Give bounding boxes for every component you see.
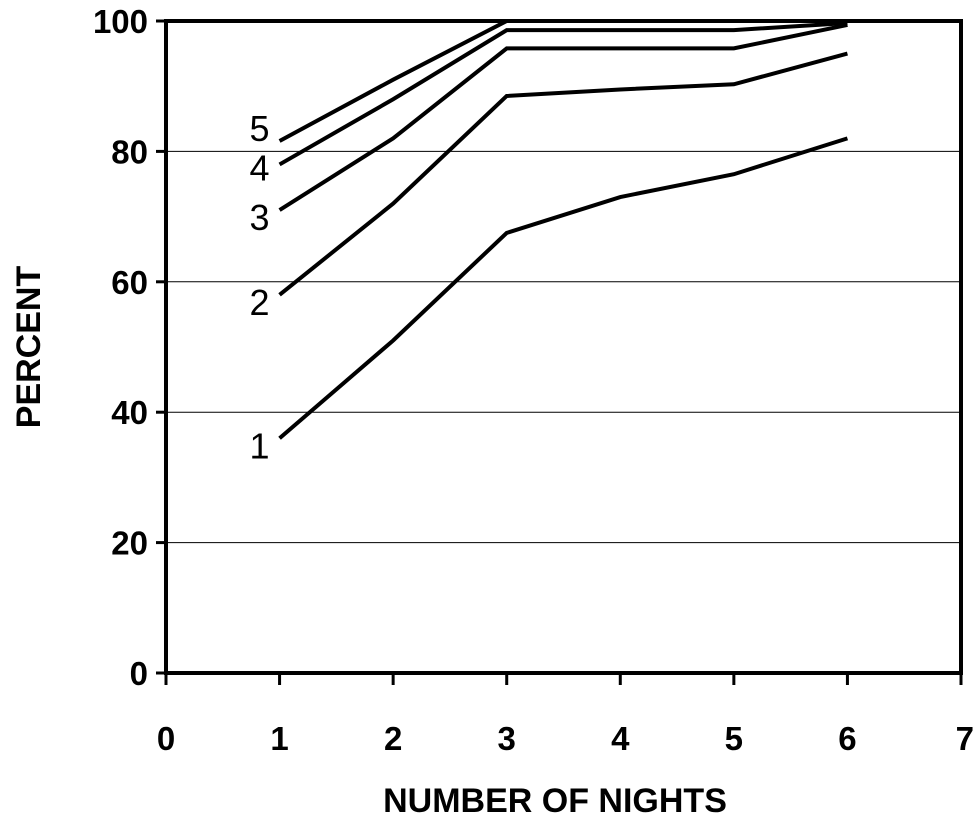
x-tick-label: 4 xyxy=(611,720,630,757)
y-tick-label: 100 xyxy=(93,3,148,40)
x-tick-label: 6 xyxy=(838,720,856,757)
x-tick-label: 2 xyxy=(384,720,402,757)
y-tick-labels: 0 20 40 60 80 100 xyxy=(93,3,148,692)
y-tick-label: 60 xyxy=(111,264,148,301)
series-line-2 xyxy=(278,51,848,297)
series-line-3 xyxy=(278,22,848,212)
series-label-4: 4 xyxy=(250,147,270,188)
series-lines xyxy=(278,19,849,440)
plot-frame xyxy=(164,19,963,675)
x-tick-label: 0 xyxy=(157,720,175,757)
y-tick-label: 20 xyxy=(111,525,148,562)
series-label-5: 5 xyxy=(250,108,270,149)
x-tick-label: 5 xyxy=(725,720,743,757)
series-labels: 1 2 3 45 xyxy=(250,108,270,466)
series-line-4 xyxy=(278,20,848,167)
y-tick-label: 40 xyxy=(111,394,148,431)
series-label-1: 1 xyxy=(250,425,270,466)
x-tick-label: 3 xyxy=(498,720,516,757)
x-tick-label: 1 xyxy=(270,720,288,757)
y-tick-label: 0 xyxy=(130,655,148,692)
gridlines xyxy=(166,150,961,544)
series-label-3: 3 xyxy=(250,197,270,238)
y-tick-label: 80 xyxy=(111,133,148,170)
x-tick-label: 7 xyxy=(956,720,974,757)
series-line-5 xyxy=(278,19,848,143)
series-label-2: 2 xyxy=(250,282,270,323)
x-tick-labels: 0 1 2 3 4 5 6 7 xyxy=(157,720,974,757)
x-axis-title: NUMBER OF NIGHTS xyxy=(383,782,727,820)
y-axis-title: PERCENT xyxy=(10,266,48,429)
series-line-1 xyxy=(278,136,849,440)
axis-ticks xyxy=(156,19,963,685)
